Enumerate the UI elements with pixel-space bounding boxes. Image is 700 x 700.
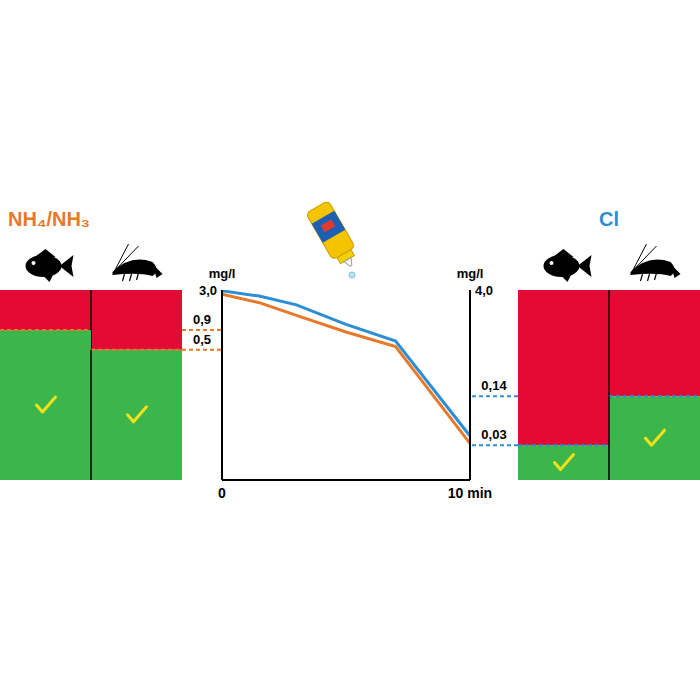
svg-text:0: 0 [218, 485, 226, 501]
svg-text:0,14: 0,14 [481, 378, 507, 393]
html-text:Cl: Cl [599, 208, 619, 230]
svg-text:0,5: 0,5 [193, 332, 211, 347]
svg-text:3,0: 3,0 [199, 283, 217, 298]
html-text:NH₄/NH₃: NH₄/NH₃ [8, 208, 91, 230]
svg-text:4,0: 4,0 [475, 283, 493, 298]
svg-text:0,9: 0,9 [193, 312, 211, 327]
html-text:mg/l: mg/l [456, 266, 484, 281]
svg-text:0,03: 0,03 [481, 427, 506, 442]
svg-text:10 min: 10 min [448, 485, 492, 501]
html-text:mg/l: mg/l [208, 266, 236, 281]
